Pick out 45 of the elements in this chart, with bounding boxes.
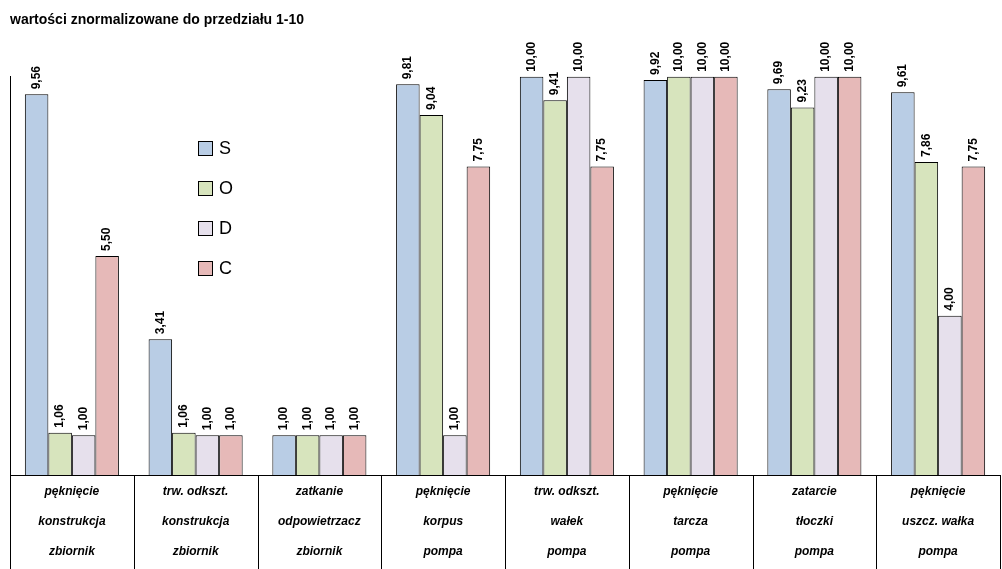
data-label: 10,00	[694, 41, 709, 72]
data-label: 7,75	[965, 137, 980, 162]
data-label: 1,00	[323, 406, 338, 431]
category-label: trw. odkszt. wałek pompa	[534, 484, 600, 559]
data-label: 1,00	[346, 406, 361, 431]
category-label: pęknięcie tarcza pompa	[663, 484, 718, 559]
data-label: 9,04	[423, 86, 438, 111]
data-label: 1,00	[447, 406, 462, 431]
category-label: pęknięcie korpus pompa	[415, 484, 471, 559]
data-label: 7,75	[594, 137, 609, 162]
data-label: 1,06	[52, 404, 67, 428]
legend-label: S	[219, 137, 232, 159]
category-label: zatarcie tłoczki pompa	[792, 484, 837, 559]
data-label: 9,61	[895, 63, 910, 88]
data-label: 5,50	[99, 227, 114, 251]
data-label: 10,00	[523, 41, 538, 72]
data-label: 7,86	[918, 133, 933, 158]
data-label: 1,00	[199, 406, 214, 431]
data-label: 9,41	[547, 71, 562, 96]
data-label: 9,56	[28, 65, 43, 90]
data-label: 10,00	[718, 41, 733, 72]
data-label: 10,00	[841, 41, 856, 72]
data-label: 1,00	[75, 406, 90, 431]
chart-title: wartości znormalizowane do przedziału 1-10	[9, 11, 305, 28]
data-label: 1,00	[223, 406, 238, 431]
category-label: pęknięcie konstrukcja zbiornik	[38, 484, 106, 559]
data-label: 1,00	[299, 406, 314, 431]
data-label: 3,41	[152, 310, 167, 335]
data-label: 10,00	[671, 41, 686, 72]
legend-label: C	[219, 257, 232, 279]
data-label: 10,00	[570, 41, 585, 72]
legend-label: D	[219, 217, 232, 239]
data-label: 1,00	[276, 406, 291, 431]
category-label: zatkanie odpowietrzacz zbiornik	[278, 484, 361, 559]
data-label: 10,00	[818, 41, 833, 72]
data-label: 9,23	[794, 78, 809, 103]
data-label: 9,69	[771, 60, 786, 85]
data-label: 7,75	[470, 137, 485, 162]
category-label: trw. odkszt. konstrukcja zbiornik	[161, 484, 230, 559]
data-label: 9,92	[647, 51, 662, 75]
data-label: 4,00	[942, 287, 957, 311]
data-label: 9,81	[400, 55, 415, 80]
category-label: pęknięcie uszcz. wałka pompa	[902, 484, 975, 559]
data-label: 1,06	[176, 404, 191, 428]
legend-label: O	[219, 177, 234, 199]
